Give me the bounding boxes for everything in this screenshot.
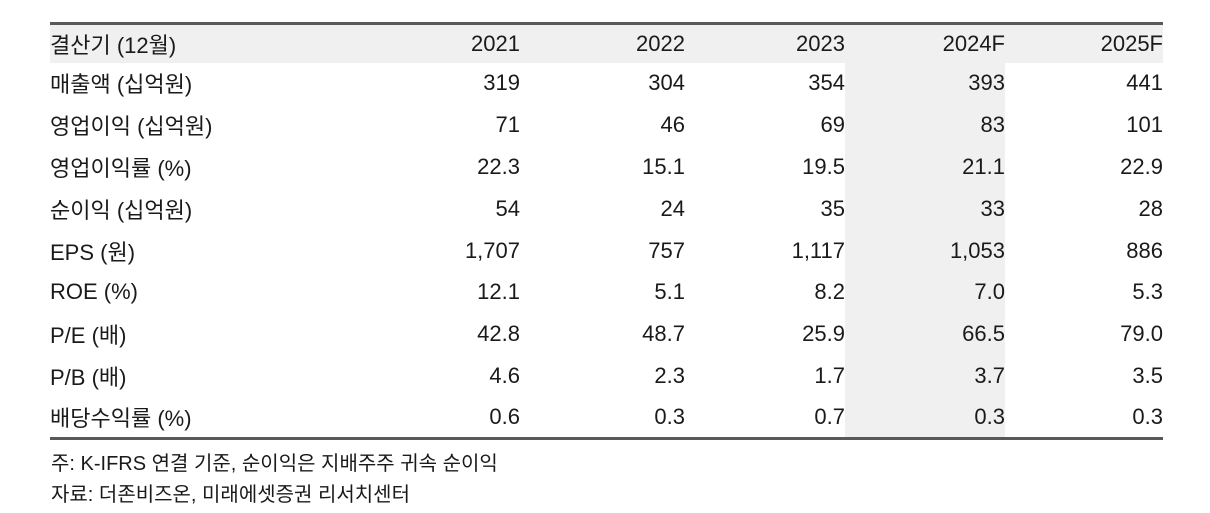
cell-value: 42.8 bbox=[477, 321, 520, 347]
cell-value: 441 bbox=[1126, 70, 1163, 96]
cell-value-highlighted: 33 bbox=[845, 187, 1005, 230]
cell-value: 15.1 bbox=[642, 153, 685, 179]
cell-value: 101 bbox=[1126, 112, 1163, 138]
financial-summary-table: 결산기 (12월) 2021 2022 2023 2024F 2025F 매출액… bbox=[50, 22, 1163, 441]
table-row-eps: EPS (원) 1,707 757 1,117 1,053 886 bbox=[50, 229, 1163, 272]
cell-value: 46 bbox=[660, 112, 685, 138]
cell-value-highlighted: 7.0 bbox=[845, 271, 1005, 314]
row-label: 영업이익 (십억원) bbox=[50, 114, 213, 140]
row-label: P/B (배) bbox=[50, 364, 127, 390]
table-header: 결산기 (12월) 2021 2022 2023 2024F 2025F bbox=[50, 23, 1163, 63]
table-row-dividend-yield: 배당수익률 (%) 0.6 0.3 0.7 0.3 0.3 bbox=[50, 396, 1163, 439]
cell-value: 0.7 bbox=[814, 404, 845, 430]
cell-value-highlighted: 393 bbox=[845, 62, 1005, 105]
cell-value-highlighted: 0.3 bbox=[845, 396, 1005, 439]
header-year-2023: 2023 bbox=[796, 30, 845, 56]
cell-value: 71 bbox=[495, 112, 520, 138]
row-label: 매출액 (십억원) bbox=[50, 72, 193, 98]
row-label: P/E (배) bbox=[50, 323, 127, 349]
cell-value: 0.3 bbox=[1132, 404, 1163, 430]
row-label: 배당수익률 (%) bbox=[50, 406, 192, 432]
table-row-net-profit: 순이익 (십억원) 54 24 35 33 28 bbox=[50, 187, 1163, 230]
header-year-2021: 2021 bbox=[471, 30, 520, 56]
row-label: EPS (원) bbox=[50, 239, 136, 265]
footnote-note: 주: K-IFRS 연결 기준, 순이익은 지배주주 귀속 순이익 bbox=[51, 453, 498, 475]
cell-value: 19.5 bbox=[802, 153, 845, 179]
footnotes: 주: K-IFRS 연결 기준, 순이익은 지배주주 귀속 순이익 자료: 더존… bbox=[51, 449, 498, 511]
cell-value: 5.1 bbox=[654, 279, 685, 305]
cell-value-highlighted: 21.1 bbox=[845, 146, 1005, 188]
cell-value: 3.5 bbox=[1132, 362, 1163, 388]
cell-value: 69 bbox=[820, 112, 845, 138]
cell-value-highlighted: 66.5 bbox=[845, 313, 1005, 356]
cell-value: 1,707 bbox=[464, 237, 520, 263]
table-row-roe: ROE (%) 12.1 5.1 8.2 7.0 5.3 bbox=[50, 271, 1163, 314]
header-year-2024f: 2024F bbox=[942, 30, 1005, 56]
cell-value: 35 bbox=[820, 195, 845, 221]
cell-value: 0.3 bbox=[654, 404, 685, 430]
row-label: 영업이익률 (%) bbox=[50, 155, 192, 181]
row-label: ROE (%) bbox=[50, 279, 138, 305]
cell-value: 1.7 bbox=[814, 362, 845, 388]
cell-value: 2.3 bbox=[654, 362, 685, 388]
cell-value-highlighted: 83 bbox=[845, 104, 1005, 147]
cell-value: 5.3 bbox=[1132, 279, 1163, 305]
table-row-pb: P/B (배) 4.6 2.3 1.7 3.7 3.5 bbox=[50, 355, 1163, 397]
cell-value: 1,117 bbox=[791, 237, 845, 263]
header-year-2025f: 2025F bbox=[1100, 30, 1163, 56]
cell-value: 24 bbox=[660, 195, 685, 221]
cell-value: 4.6 bbox=[489, 362, 520, 388]
cell-value: 54 bbox=[495, 195, 520, 221]
cell-value-highlighted: 1,053 bbox=[845, 229, 1005, 272]
table-row-operating-profit: 영업이익 (십억원) 71 46 69 83 101 bbox=[50, 104, 1163, 147]
cell-value: 8.2 bbox=[814, 279, 845, 305]
table-row-pe: P/E (배) 42.8 48.7 25.9 66.5 79.0 bbox=[50, 313, 1163, 356]
cell-value: 28 bbox=[1138, 195, 1163, 221]
header-fiscal-period: 결산기 (12월) bbox=[50, 32, 177, 58]
cell-value: 48.7 bbox=[642, 321, 685, 347]
table-body: 매출액 (십억원) 319 304 354 393 441 영업이익 (십억원)… bbox=[50, 62, 1163, 439]
cell-value-highlighted: 3.7 bbox=[845, 355, 1005, 397]
cell-value: 12.1 bbox=[477, 279, 520, 305]
cell-value: 22.9 bbox=[1120, 153, 1163, 179]
table-row-revenue: 매출액 (십억원) 319 304 354 393 441 bbox=[50, 62, 1163, 105]
header-year-2022: 2022 bbox=[636, 30, 685, 56]
header-row: 결산기 (12월) 2021 2022 2023 2024F 2025F bbox=[50, 23, 1163, 63]
cell-value: 886 bbox=[1126, 237, 1163, 263]
cell-value: 22.3 bbox=[477, 153, 520, 179]
cell-value: 319 bbox=[483, 70, 520, 96]
cell-value: 79.0 bbox=[1120, 321, 1163, 347]
footnote-source: 자료: 더존비즈온, 미래에셋증권 리서치센터 bbox=[51, 484, 410, 506]
table-row-operating-margin: 영업이익률 (%) 22.3 15.1 19.5 21.1 22.9 bbox=[50, 146, 1163, 188]
cell-value: 304 bbox=[648, 70, 685, 96]
cell-value: 25.9 bbox=[802, 321, 845, 347]
cell-value: 0.6 bbox=[489, 404, 520, 430]
row-label: 순이익 (십억원) bbox=[50, 197, 193, 223]
cell-value: 757 bbox=[648, 237, 685, 263]
cell-value: 354 bbox=[808, 70, 845, 96]
